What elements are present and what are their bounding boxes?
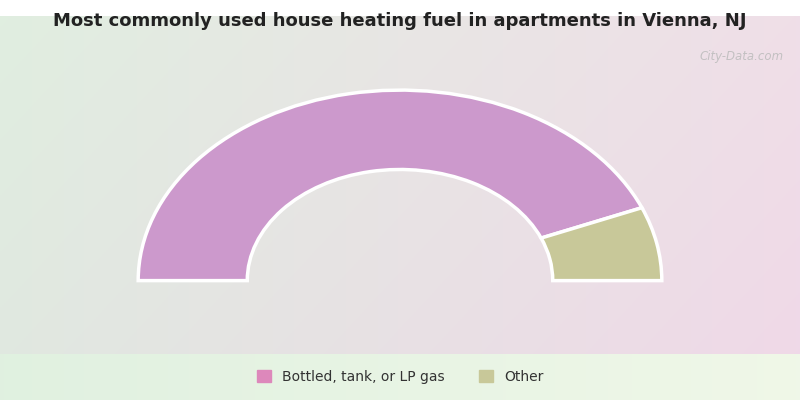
Wedge shape bbox=[138, 90, 642, 281]
Text: City-Data.com: City-Data.com bbox=[700, 50, 784, 63]
Legend: Bottled, tank, or LP gas, Other: Bottled, tank, or LP gas, Other bbox=[257, 370, 543, 384]
Wedge shape bbox=[541, 208, 662, 281]
Text: Most commonly used house heating fuel in apartments in Vienna, NJ: Most commonly used house heating fuel in… bbox=[54, 12, 746, 30]
